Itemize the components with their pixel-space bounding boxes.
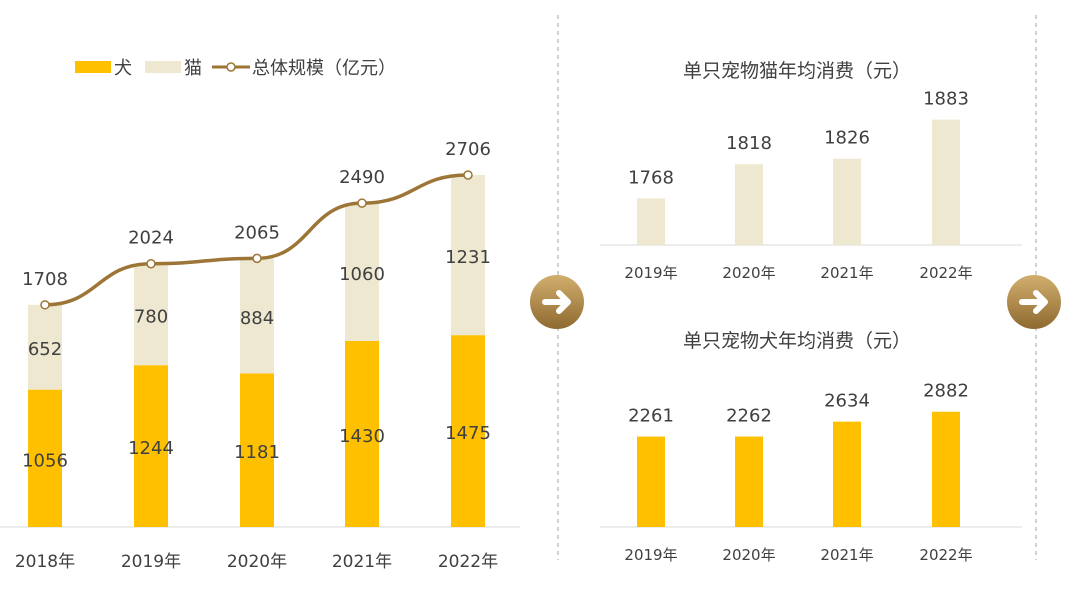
dog-chart-x-tick-label: 2020年	[722, 546, 775, 564]
x-tick-label: 2020年	[227, 552, 287, 572]
data-label-dog: 1181	[234, 442, 280, 463]
x-tick-label: 2022年	[438, 552, 498, 572]
bar-dog	[345, 340, 379, 527]
line-point	[146, 258, 156, 269]
cat-chart-title: 单只宠物猫年均消费（元）	[683, 60, 911, 82]
legend-label-dog: 犬	[114, 58, 132, 79]
cat-chart-x-tick-label: 2019年	[624, 264, 677, 282]
data-label-dog: 1244	[128, 438, 174, 459]
legend-marker-total	[226, 62, 236, 72]
dog-chart-bar	[637, 436, 665, 527]
cat-chart-x-tick-label: 2022年	[919, 264, 972, 282]
bar-cat	[451, 175, 485, 336]
legend-swatch-dog	[75, 61, 111, 73]
data-label-total: 2024	[128, 228, 174, 249]
dog-chart-bar	[735, 436, 763, 527]
dog-chart-data-label: 2261	[628, 406, 674, 427]
data-label-dog: 1430	[339, 426, 385, 447]
dog-chart-data-label: 2634	[824, 391, 870, 412]
dog-chart-bar	[932, 411, 960, 527]
data-label-cat: 652	[28, 339, 62, 360]
data-label-cat: 1060	[339, 264, 385, 285]
dog-chart-title: 单只宠物犬年均消费（元）	[683, 330, 911, 352]
data-label-cat: 1231	[445, 247, 491, 268]
cat-chart-bar	[735, 164, 763, 245]
line-point	[463, 170, 473, 180]
arrow-right-icon-glyph	[542, 290, 571, 314]
data-label-total: 2706	[445, 139, 491, 160]
x-tick-label: 2019年	[121, 552, 181, 572]
dog-chart-x-tick-label: 2021年	[820, 546, 873, 564]
data-label-cat: 884	[240, 308, 274, 329]
cat-chart-data-label: 1883	[923, 89, 969, 110]
x-tick-label: 2021年	[332, 552, 392, 572]
bar-dog	[451, 335, 485, 527]
dog-chart-bar	[833, 421, 861, 527]
bar-cat	[240, 258, 274, 374]
legend-label-cat: 猫	[184, 58, 202, 79]
data-label-total: 1708	[22, 269, 68, 290]
dog-chart-x-tick-label: 2022年	[919, 546, 972, 564]
bar-cat	[345, 203, 379, 341]
bar-dog	[28, 389, 62, 527]
cat-chart-data-label: 1818	[726, 133, 772, 154]
data-label-total: 2490	[339, 167, 385, 188]
cat-chart-bar	[932, 119, 960, 245]
data-label-dog: 1056	[22, 450, 68, 471]
arrow-right-icon-glyph	[1019, 290, 1048, 314]
line-point	[40, 300, 50, 310]
bar-cat	[28, 304, 62, 390]
x-tick-label: 2018年	[15, 552, 75, 572]
line-point	[357, 198, 367, 208]
cat-chart-bar	[833, 158, 861, 245]
legend-label-total: 总体规模（亿元）	[252, 58, 396, 79]
data-label-dog: 1475	[445, 423, 491, 444]
dog-chart-x-tick-label: 2019年	[624, 546, 677, 564]
cat-chart-data-label: 1826	[824, 128, 870, 149]
legend-swatch-cat	[145, 61, 181, 73]
data-label-total: 2065	[234, 222, 280, 243]
bar-dog	[240, 373, 274, 527]
line-point	[252, 253, 262, 264]
data-label-cat: 780	[134, 306, 168, 327]
cat-chart-bar	[637, 198, 665, 245]
bar-cat	[134, 263, 168, 366]
cat-chart-x-tick-label: 2020年	[722, 264, 775, 282]
dog-chart-data-label: 2882	[923, 381, 969, 402]
bar-dog	[134, 365, 168, 527]
dog-chart-data-label: 2262	[726, 406, 772, 427]
cat-chart-x-tick-label: 2021年	[820, 264, 873, 282]
cat-chart-data-label: 1768	[628, 167, 674, 188]
